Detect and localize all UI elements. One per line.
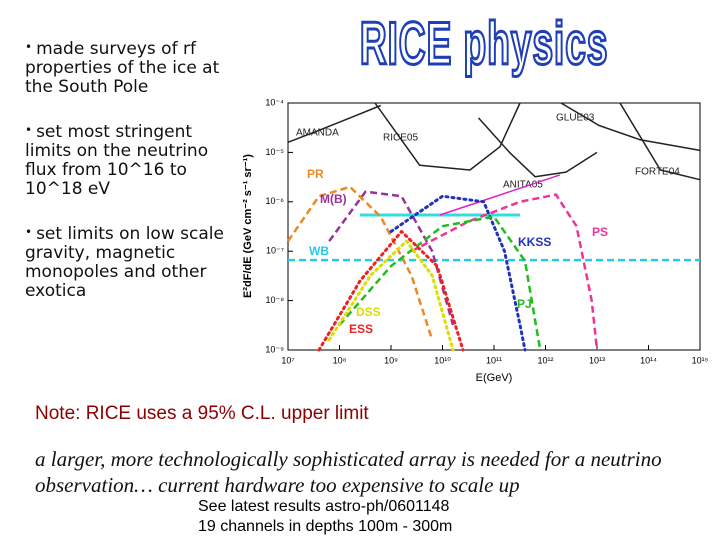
series-label: ANITA05 bbox=[503, 180, 543, 191]
series-label: KKSS bbox=[518, 235, 551, 249]
series-line bbox=[389, 194, 527, 352]
series-line bbox=[327, 239, 455, 352]
x-tick-label: 10¹⁴ bbox=[640, 355, 657, 365]
y-tick-label: 10⁻⁴ bbox=[265, 97, 284, 107]
series-label: AMANDA bbox=[296, 128, 339, 139]
x-tick-label: 10⁹ bbox=[384, 355, 398, 365]
series-line bbox=[560, 102, 701, 152]
remark: a larger, more technologically sophistic… bbox=[35, 447, 662, 497]
y-tick-label: 10⁻⁷ bbox=[266, 246, 284, 256]
series-line bbox=[439, 174, 561, 216]
note: Note: RICE uses a 95% C.L. upper limit bbox=[35, 403, 369, 424]
bullet: set most stringent limits on the neutrin… bbox=[25, 121, 240, 199]
series-line bbox=[286, 185, 434, 341]
series-line bbox=[410, 193, 599, 351]
x-tick-label: 10¹⁵ bbox=[692, 355, 709, 365]
series-line bbox=[338, 215, 542, 351]
series-label: FORTE04 bbox=[635, 167, 680, 178]
series-label: RICE05 bbox=[383, 133, 418, 144]
footer-line: 19 channels in depths 100m - 300m bbox=[198, 518, 453, 535]
slide-title: RICE physics bbox=[360, 10, 609, 77]
bullet: made surveys of rf properties of the ice… bbox=[25, 38, 240, 97]
series-line bbox=[317, 230, 465, 352]
series-label: PR bbox=[307, 167, 324, 181]
x-axis-label: E(GeV) bbox=[476, 372, 513, 384]
series-line bbox=[328, 190, 455, 326]
series-label: ESS bbox=[349, 322, 373, 336]
bullet-list: made surveys of rf properties of the ice… bbox=[25, 38, 240, 325]
y-tick-label: 10⁻⁶ bbox=[266, 196, 285, 206]
y-tick-label: 10⁻⁸ bbox=[265, 295, 284, 305]
y-tick-label: 10⁻⁵ bbox=[266, 147, 285, 157]
x-tick-label: 10¹¹ bbox=[486, 355, 502, 365]
series-label: GLUE03 bbox=[556, 113, 595, 124]
series-label: DSS bbox=[356, 305, 381, 319]
chart: RICE physics E(GeV) E²dF/dE (GeV cm⁻² s⁻… bbox=[242, 9, 709, 384]
x-tick-label: 10¹² bbox=[537, 355, 553, 365]
series-line bbox=[477, 117, 598, 178]
bullet: set limits on low scale gravity, magneti… bbox=[25, 223, 240, 301]
x-tick-label: 10¹³ bbox=[589, 355, 605, 365]
series-line bbox=[619, 102, 701, 181]
y-tick-label: 10⁻⁹ bbox=[265, 344, 284, 354]
x-tick-label: 10⁸ bbox=[333, 355, 347, 365]
footer-line: See latest results astro-ph/0601148 bbox=[198, 498, 450, 515]
footer: See latest results astro-ph/0601148 19 c… bbox=[198, 497, 452, 537]
series-label: PS bbox=[592, 225, 608, 239]
x-tick-label: 10¹⁰ bbox=[434, 355, 451, 365]
series-label: WB bbox=[309, 244, 329, 258]
y-axis-label: E²dF/dE (GeV cm⁻² s⁻¹ sr⁻¹) bbox=[242, 154, 254, 298]
x-tick-label: 10⁷ bbox=[281, 355, 294, 365]
series-line bbox=[287, 104, 381, 143]
series-label: M(B) bbox=[320, 192, 347, 206]
series-label: PJ bbox=[517, 297, 532, 311]
series-line bbox=[374, 102, 521, 171]
